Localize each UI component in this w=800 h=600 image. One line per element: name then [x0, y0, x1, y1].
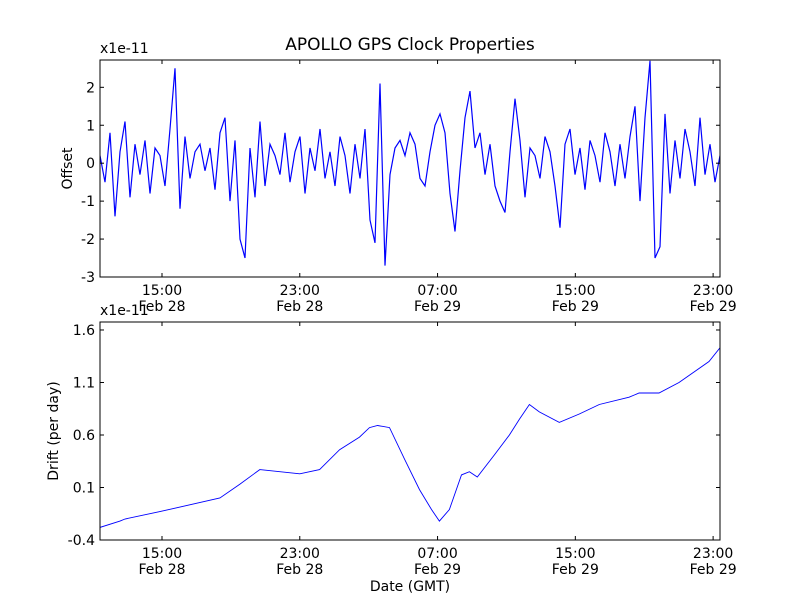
y-scale-label: x1e-11 [100, 303, 149, 319]
axes-frame [99, 59, 721, 278]
y-tick-label: -0.4 [68, 533, 95, 549]
y-tick-label: 2 [86, 80, 95, 96]
x-tick-label-time: 23:00 [280, 283, 320, 299]
y-tick-label: 0.1 [73, 480, 95, 496]
drift-series-line [100, 347, 720, 528]
x-tick-label-time: 15:00 [555, 546, 595, 562]
axes-frame [99, 321, 721, 541]
x-tick-label-time: 15:00 [555, 283, 595, 299]
x-tick-label-date: Feb 28 [276, 562, 323, 578]
y-tick-label: 1.6 [73, 323, 95, 339]
y-tick-label: 1 [86, 118, 95, 134]
y-tick-label: 0.6 [73, 428, 95, 444]
x-axis-label: Date (GMT) [370, 579, 450, 595]
y-tick-label: -1 [81, 194, 95, 210]
x-tick-label-date: Feb 28 [138, 562, 185, 578]
x-tick-label-time: 07:00 [417, 546, 457, 562]
x-tick-label-time: 23:00 [693, 283, 733, 299]
y-tick-label: 0 [86, 156, 95, 172]
y-tick-label: -2 [81, 232, 95, 248]
x-tick-label-time: 15:00 [142, 546, 182, 562]
x-tick-label-time: 15:00 [142, 283, 182, 299]
y-axis-label: Offset [60, 147, 76, 190]
x-tick-label-date: Feb 29 [690, 562, 737, 578]
y-tick-label: -3 [81, 270, 95, 286]
x-tick-label-time: 07:00 [417, 283, 457, 299]
x-tick-label-time: 23:00 [693, 546, 733, 562]
offset-series-line [100, 60, 720, 266]
chart-title: APOLLO GPS Clock Properties [285, 35, 535, 55]
x-tick-label-date: Feb 29 [414, 299, 461, 315]
y-axis-label: Drift (per day) [46, 381, 62, 480]
x-tick-label-date: Feb 29 [552, 562, 599, 578]
x-tick-label-date: Feb 29 [690, 299, 737, 315]
y-scale-label: x1e-11 [100, 41, 149, 57]
x-tick-label-date: Feb 28 [276, 299, 323, 315]
x-tick-label-date: Feb 29 [414, 562, 461, 578]
x-tick-label-date: Feb 29 [552, 299, 599, 315]
x-tick-label-date: Feb 28 [138, 299, 185, 315]
x-tick-label-time: 23:00 [280, 546, 320, 562]
y-tick-label: 1.1 [73, 375, 95, 391]
